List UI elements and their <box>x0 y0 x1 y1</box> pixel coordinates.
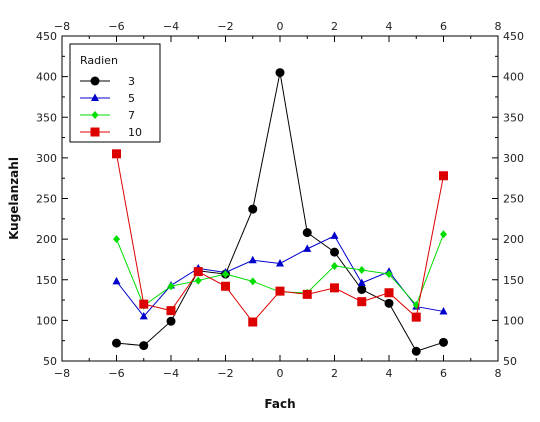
legend-title: Radien <box>80 54 118 67</box>
y-tick-label-right: 150 <box>503 274 524 287</box>
data-point <box>194 276 202 285</box>
y-tick-label-left: 400 <box>36 71 57 84</box>
data-point <box>248 204 258 214</box>
legend: Radien 3 5 7 10 <box>69 43 161 143</box>
x-tick-label-bottom: −8 <box>54 367 70 380</box>
data-point <box>303 244 312 252</box>
data-point <box>411 312 421 322</box>
data-point <box>385 270 393 279</box>
data-point <box>439 171 448 181</box>
data-point <box>112 276 121 285</box>
y-axis-title: Kugelanzahl <box>7 157 21 240</box>
data-point <box>330 231 339 239</box>
legend-marker-7 <box>91 111 99 119</box>
x-tick-label-bottom: 6 <box>440 367 447 380</box>
y-tick-label-left: 50 <box>43 355 57 368</box>
y-tick-label-right: 450 <box>503 30 524 43</box>
legend-box <box>69 43 161 143</box>
y-tick-label-left: 150 <box>36 274 57 287</box>
y-tick-label-right: 100 <box>503 314 524 327</box>
x-tick-label-top: −8 <box>54 20 70 33</box>
y-tick-label-right: 250 <box>503 193 524 206</box>
x-tick-label-top: −2 <box>217 20 233 33</box>
y-tick-label-left: 100 <box>36 314 57 327</box>
x-tick-label-top: 6 <box>440 20 447 33</box>
x-axis-title: Fach <box>264 397 295 411</box>
data-point <box>166 316 176 326</box>
data-point <box>384 288 394 298</box>
legend-label-10: 10 <box>128 126 142 139</box>
y-tick-label-left: 250 <box>36 193 57 206</box>
x-tick-label-bottom: 0 <box>277 367 284 380</box>
data-point <box>439 337 448 347</box>
data-point <box>222 270 229 279</box>
y-tick-label-left: 350 <box>36 111 57 124</box>
data-point <box>276 259 284 267</box>
legend-label-3: 3 <box>128 75 135 88</box>
data-point <box>193 267 203 277</box>
legend-marker-10 <box>90 127 100 137</box>
series-5 <box>112 231 448 320</box>
data-point <box>112 149 121 159</box>
x-tick-label-bottom: −6 <box>108 367 124 380</box>
data-point <box>275 68 285 78</box>
y-tick-label-right: 350 <box>503 111 524 124</box>
x-tick-label-bottom: −4 <box>163 367 179 380</box>
x-tick-label-top: −4 <box>163 20 179 33</box>
data-point <box>113 235 120 244</box>
data-point <box>440 230 447 239</box>
y-tick-label-right: 400 <box>503 71 524 84</box>
x-tick-label-bottom: 8 <box>495 367 502 380</box>
x-tick-label-top: 2 <box>331 20 338 33</box>
y-tick-label-right: 200 <box>503 233 524 246</box>
series-line-10 <box>116 153 444 323</box>
data-point <box>166 306 176 316</box>
x-tick-label-top: 0 <box>277 20 284 33</box>
series-line-5 <box>116 235 444 318</box>
data-point <box>358 266 366 274</box>
data-point <box>112 338 121 348</box>
data-point <box>248 255 257 264</box>
data-point <box>167 282 175 291</box>
data-point <box>439 306 448 315</box>
data-point <box>139 311 148 320</box>
legend-marker-3 <box>90 76 100 86</box>
data-point <box>249 277 257 286</box>
x-tick-label-top: 8 <box>495 20 502 33</box>
x-tick-label-top: −6 <box>108 20 124 33</box>
legend-label-7: 7 <box>128 109 135 122</box>
data-point <box>221 281 230 291</box>
data-point <box>357 285 367 294</box>
x-tick-label-bottom: −2 <box>217 367 233 380</box>
x-tick-label-bottom: 2 <box>331 367 338 380</box>
data-point <box>302 228 312 238</box>
legend-label-5: 5 <box>128 92 135 105</box>
y-tick-label-left: 200 <box>36 233 57 246</box>
y-tick-label-left: 450 <box>36 30 57 43</box>
data-point <box>357 278 366 286</box>
data-point <box>139 299 149 309</box>
y-tick-label-right: 300 <box>503 152 524 165</box>
series-7 <box>113 230 447 310</box>
x-tick-label-bottom: 4 <box>386 367 393 380</box>
data-point <box>275 286 285 296</box>
data-point <box>384 298 394 308</box>
data-point <box>330 247 339 257</box>
series-10 <box>112 149 448 327</box>
y-tick-label-left: 300 <box>36 152 57 165</box>
data-point <box>302 289 312 299</box>
x-tick-label-top: 4 <box>386 20 393 33</box>
legend-marker-5 <box>91 93 99 101</box>
data-point <box>330 283 339 293</box>
data-point <box>248 317 258 327</box>
data-point <box>331 261 338 270</box>
y-tick-label-right: 50 <box>503 355 517 368</box>
series-3 <box>112 68 448 356</box>
data-point <box>139 341 149 351</box>
data-point <box>357 297 367 307</box>
data-point <box>411 346 421 356</box>
